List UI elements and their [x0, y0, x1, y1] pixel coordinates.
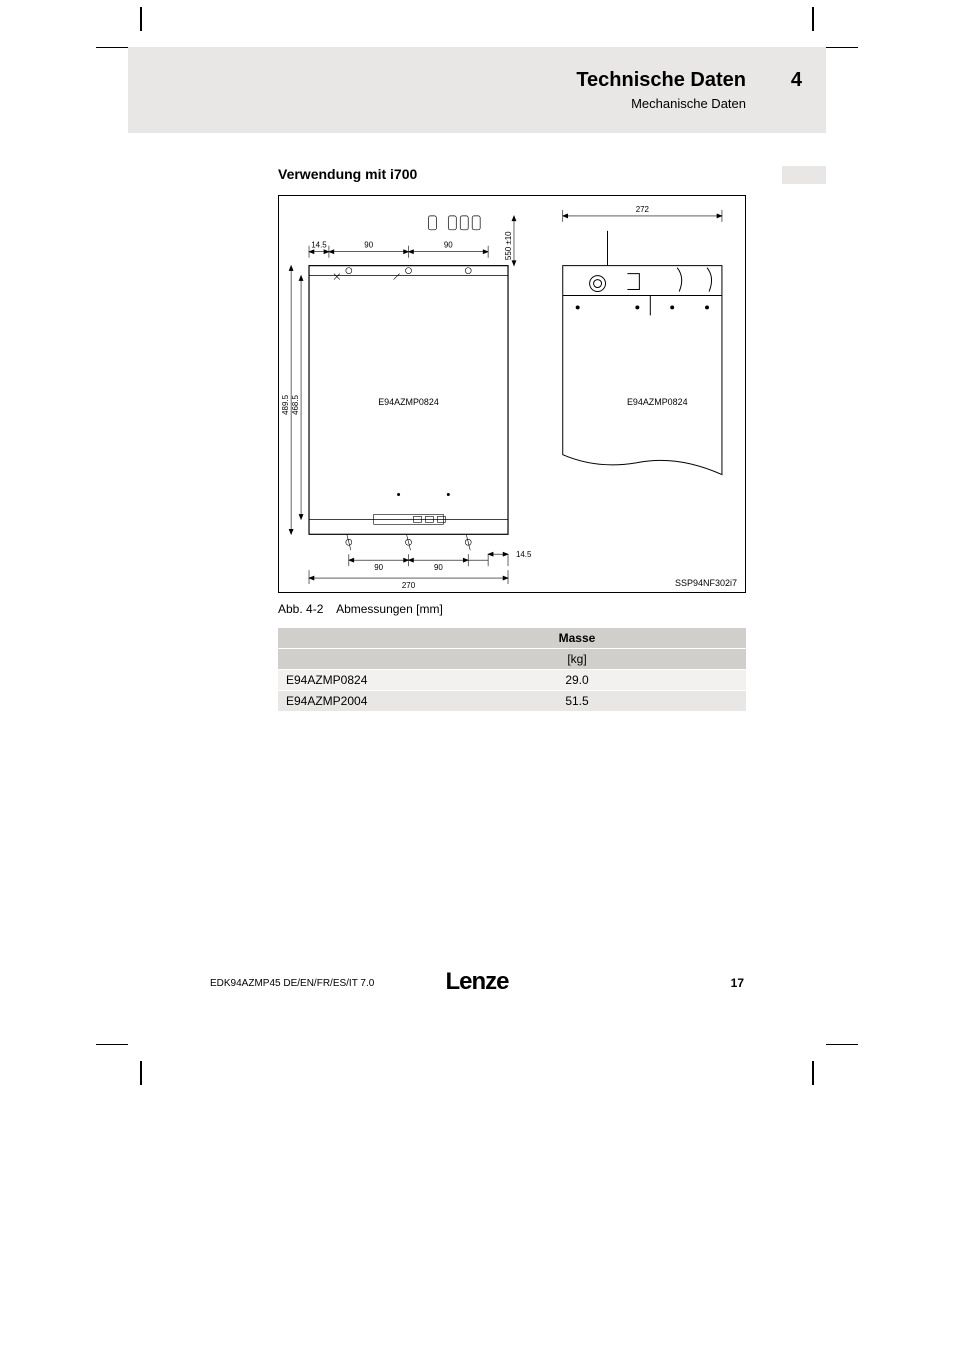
- section-accent: [782, 166, 826, 184]
- chapter-number: 4: [791, 69, 802, 92]
- crop-mark: [96, 47, 128, 48]
- dim-height-inner: 468.5: [291, 394, 300, 414]
- dim-depth: 272: [636, 205, 650, 214]
- table-row: E94AZMP0824 29.0: [278, 670, 746, 691]
- header-subtitle: Mechanische Daten: [576, 96, 746, 111]
- mass-table: Masse [kg] E94AZMP0824 29.0 E94AZMP2004 …: [278, 628, 746, 712]
- crop-mark: [140, 1061, 142, 1085]
- dim-height-outer: 489.5: [281, 394, 290, 414]
- footer-logo: Lenze: [445, 968, 508, 996]
- diagram-front-label: E94AZMP0824: [378, 397, 439, 407]
- header-band: Technische Daten Mechanische Daten 4: [128, 47, 826, 133]
- table-unit: [kg]: [408, 649, 746, 670]
- table-cell-value: 29.0: [408, 670, 746, 691]
- figure-text: Abmessungen [mm]: [336, 602, 443, 616]
- crop-mark: [812, 7, 814, 31]
- crop-mark: [812, 1061, 814, 1085]
- page-footer: EDK94AZMP45 DE/EN/FR/ES/IT 7.0 Lenze 17: [210, 968, 744, 998]
- section-title: Verwendung mit i700: [278, 166, 417, 182]
- table-row: E94AZMP2004 51.5: [278, 691, 746, 712]
- crop-mark: [826, 1044, 858, 1045]
- diagram-id: SSP94NF302i7: [675, 578, 737, 588]
- crop-mark: [140, 7, 142, 31]
- table-corner: [278, 628, 408, 649]
- figure-caption: Abb. 4-2 Abmessungen [mm]: [278, 602, 443, 616]
- dim-total-width: 270: [402, 581, 416, 590]
- figure-label: Abb. 4-2: [278, 602, 323, 616]
- diagram-side-label: E94AZMP0824: [627, 397, 688, 407]
- table-cell-name: E94AZMP0824: [278, 670, 408, 691]
- dim-height-tol: 550 ±10: [504, 231, 513, 260]
- table-unit-blank: [278, 649, 408, 670]
- dim-margin-right: 14.5: [516, 550, 532, 559]
- crop-mark: [96, 1044, 128, 1045]
- dim-width-seg2: 90: [444, 241, 453, 250]
- dim-bottom-seg1: 90: [374, 563, 383, 572]
- dim-bottom-seg2: 90: [434, 563, 443, 572]
- table-header: Masse: [408, 628, 746, 649]
- table-cell-name: E94AZMP2004: [278, 691, 408, 712]
- footer-page-number: 17: [731, 976, 744, 990]
- crop-mark: [826, 47, 858, 48]
- dimension-diagram: E94AZMP0824 14.5: [278, 195, 746, 593]
- dim-width-seg1: 90: [364, 241, 373, 250]
- dim-margin-left: 14.5: [311, 241, 327, 250]
- table-cell-value: 51.5: [408, 691, 746, 712]
- header-title: Technische Daten: [576, 69, 746, 92]
- footer-doc-id: EDK94AZMP45 DE/EN/FR/ES/IT 7.0: [210, 978, 374, 989]
